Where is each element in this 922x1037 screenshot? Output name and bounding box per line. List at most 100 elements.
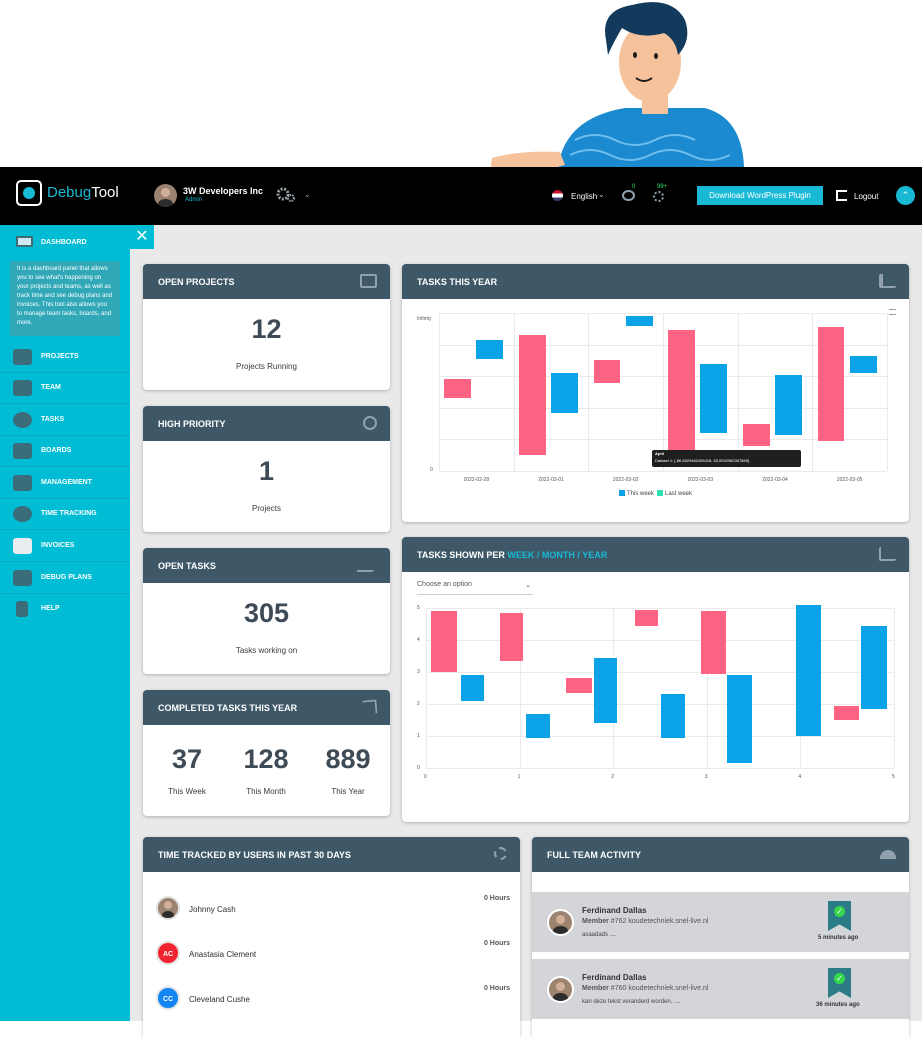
- bar[interactable]: [634, 609, 659, 626]
- open-tasks-value: 305: [243, 598, 290, 628]
- y-axis-bottom-label: 0: [430, 467, 433, 473]
- x-tick-label: 2022-02-28: [463, 477, 490, 483]
- sidebar-item-label: HELP: [41, 605, 60, 612]
- grid-line: [426, 672, 894, 673]
- bar[interactable]: [700, 363, 728, 434]
- tasks-year-plot: [439, 313, 888, 472]
- bar[interactable]: [660, 694, 686, 738]
- card-title: TASKS THIS YEAR: [417, 277, 498, 287]
- grid-line: [426, 704, 894, 705]
- user-row: Johnny Cash 0 Hours: [143, 887, 520, 932]
- bar[interactable]: [551, 373, 578, 413]
- settings-circle-icon[interactable]: [653, 191, 664, 202]
- bar[interactable]: [460, 675, 485, 701]
- bar[interactable]: [518, 335, 546, 456]
- sidebar-item-projects[interactable]: PROJECTS: [0, 342, 130, 373]
- grid-line: [439, 376, 887, 378]
- sidebar-item-help[interactable]: HELP: [0, 594, 130, 625]
- brand-logo[interactable]: DebugTool: [47, 184, 119, 201]
- legend-this-week[interactable]: This week: [619, 490, 654, 497]
- org-avatar[interactable]: [154, 184, 177, 207]
- settings-gear-icon[interactable]: [276, 187, 296, 203]
- year-label: This Year: [331, 787, 365, 796]
- x-tick-label: 5: [892, 774, 895, 780]
- activity-item[interactable]: Ferdinand Dallas Member #760 koudetechni…: [532, 959, 909, 1019]
- legend-label: This week: [627, 491, 655, 497]
- bar[interactable]: [593, 360, 621, 383]
- bar[interactable]: [444, 379, 472, 399]
- bar[interactable]: [775, 374, 802, 435]
- period-select[interactable]: Choose an option ⌄: [417, 581, 533, 595]
- activity-role: Member #762 koudetechniek.snel-live.nl: [582, 918, 708, 925]
- sidebar-item-label: INVOICES: [41, 542, 75, 549]
- bar[interactable]: [861, 625, 887, 709]
- sidebar-item-invoices[interactable]: INVOICES: [0, 531, 130, 562]
- x-tick-label: 2022-03-01: [538, 477, 564, 483]
- sidebar-item-label: TIME TRACKING: [41, 510, 97, 517]
- avatar: [547, 909, 574, 936]
- org-name[interactable]: 3W Developers Inc: [183, 186, 264, 196]
- legend-last-week[interactable]: Last week: [657, 490, 692, 497]
- refresh-icon[interactable]: [494, 847, 507, 860]
- bar[interactable]: [742, 423, 770, 446]
- activity-user-name: Ferdinand Dallas: [582, 906, 647, 915]
- role-label: Member: [582, 918, 609, 925]
- sidebar-item-debug-plans[interactable]: DEBUG PLANS: [0, 563, 130, 594]
- bar[interactable]: [817, 327, 845, 441]
- bar[interactable]: [566, 678, 592, 693]
- bar[interactable]: [834, 705, 860, 720]
- sidebar-item-label: DEBUG PLANS: [41, 574, 92, 581]
- bar[interactable]: [849, 355, 877, 374]
- period-month-link[interactable]: MONTH: [541, 550, 575, 560]
- sidebar-item-time-tracking[interactable]: TIME TRACKING: [0, 499, 130, 530]
- x-tick-label: 1: [517, 774, 521, 780]
- select-chevron-icon: ⌄: [525, 582, 531, 589]
- bar[interactable]: [593, 657, 617, 724]
- user-role: Admin: [185, 197, 203, 203]
- bar[interactable]: [727, 675, 752, 764]
- tasks-year-x-axis: 2022-02-28 2022-03-01 2022-03-02 2022-03-03…: [439, 477, 887, 487]
- sidebar-item-tasks[interactable]: TASKS: [0, 405, 130, 436]
- card-title: TIME TRACKED BY USERS IN PAST 30 DAYS: [158, 850, 351, 860]
- bar[interactable]: [701, 611, 726, 674]
- activity-message: kan deze tekst veranderd worden. ....: [582, 999, 681, 1005]
- sidebar-item-team[interactable]: TEAM: [0, 373, 130, 404]
- pen-icon: [355, 558, 382, 572]
- sidebar-item-boards[interactable]: BOARDS: [0, 436, 130, 467]
- y-tick-label: 1: [417, 733, 420, 739]
- bar-chart-icon: [879, 274, 896, 288]
- bar[interactable]: [476, 339, 504, 359]
- sidebar-item-management[interactable]: MANAGEMENT: [0, 468, 130, 499]
- user-hours: 0 Hours: [483, 940, 510, 947]
- chart-menu-icon[interactable]: [889, 309, 896, 315]
- sidebar-item-dashboard[interactable]: DASHBOARD: [0, 225, 130, 259]
- collapse-up-button[interactable]: ⌃: [896, 186, 915, 205]
- language-chevron-icon[interactable]: ⌄: [598, 190, 605, 199]
- bar[interactable]: [795, 604, 821, 736]
- download-plugin-button[interactable]: Download WordPress Plugin: [697, 186, 823, 205]
- user-name: Cleveland Cushe: [189, 995, 250, 1004]
- bar[interactable]: [526, 713, 551, 738]
- management-icon: [13, 475, 32, 491]
- period-year-link[interactable]: YEAR: [582, 550, 608, 560]
- year-value: 889: [325, 744, 371, 774]
- debug-plans-icon: [13, 570, 32, 586]
- bar[interactable]: [499, 612, 524, 661]
- bar[interactable]: [668, 330, 696, 462]
- x-tick-label: 2022-03-04: [762, 477, 788, 483]
- activity-item[interactable]: Ferdinand Dallas Member #762 koudetechni…: [532, 892, 909, 952]
- language-selector[interactable]: English: [571, 192, 598, 201]
- chevron-down-icon[interactable]: ⌄: [304, 190, 311, 199]
- period-week-link[interactable]: WEEK: [507, 550, 535, 560]
- close-sidebar-button[interactable]: ✕: [130, 225, 154, 249]
- bar[interactable]: [625, 316, 653, 326]
- logout-link[interactable]: Logout: [854, 192, 879, 201]
- grid-line: [706, 608, 708, 768]
- x-tick-label: 2022-03-03: [687, 477, 714, 483]
- chat-icon[interactable]: [622, 190, 635, 201]
- logout-icon[interactable]: [836, 190, 847, 201]
- bar[interactable]: [430, 611, 457, 672]
- team-icon: [13, 380, 32, 396]
- open-projects-value: 12: [251, 314, 282, 344]
- logo-icon: [16, 180, 42, 206]
